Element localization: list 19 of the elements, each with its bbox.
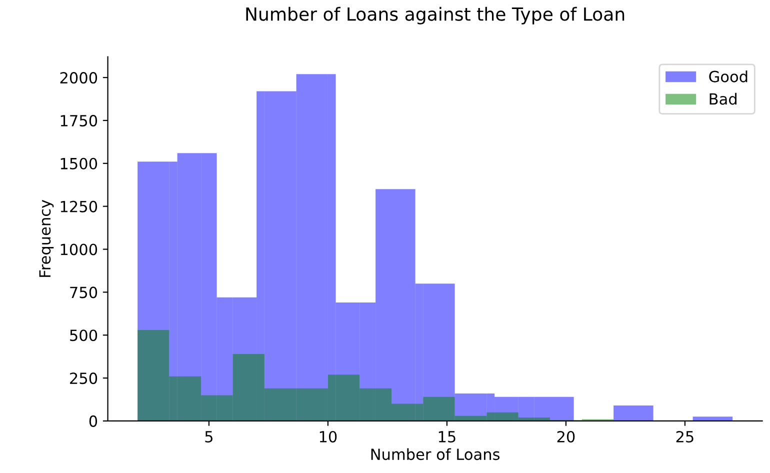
y-tick-label: 1250 [60,200,98,212]
y-tick-label: 1000 [60,244,98,256]
x-tick-label: 20 [557,430,575,443]
y-axis-title: Frequency [39,200,54,277]
y-tick-label: 2000 [60,72,98,84]
x-tick-label: 25 [676,430,694,443]
legend-label: Bad [710,92,736,105]
x-tick-label: 15 [438,431,456,443]
x-tick-label: 10 [320,430,337,443]
x-axis-title: Number of Loans [371,448,500,460]
y-tick-label: 750 [70,286,98,298]
y-tick-label: 500 [70,330,98,342]
chart-title: Number of Loans against the Type of Loan [246,6,624,24]
y-tick-label: 1750 [60,114,98,126]
y-tick-label: 0 [89,415,98,427]
y-tick-label: 1500 [60,158,98,170]
legend-label: Good [709,70,748,82]
y-tick-label: 250 [70,372,98,384]
x-tick-label: 5 [205,431,212,443]
